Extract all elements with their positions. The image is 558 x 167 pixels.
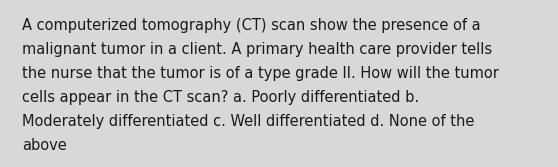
Text: Moderately differentiated c. Well differentiated d. None of the: Moderately differentiated c. Well differ…: [22, 114, 474, 129]
Text: malignant tumor in a client. A primary health care provider tells: malignant tumor in a client. A primary h…: [22, 42, 492, 57]
Text: the nurse that the tumor is of a type grade II. How will the tumor: the nurse that the tumor is of a type gr…: [22, 66, 499, 81]
Text: cells appear in the CT scan? a. Poorly differentiated b.: cells appear in the CT scan? a. Poorly d…: [22, 90, 419, 105]
Text: A computerized tomography (CT) scan show the presence of a: A computerized tomography (CT) scan show…: [22, 18, 480, 33]
Text: above: above: [22, 138, 67, 153]
